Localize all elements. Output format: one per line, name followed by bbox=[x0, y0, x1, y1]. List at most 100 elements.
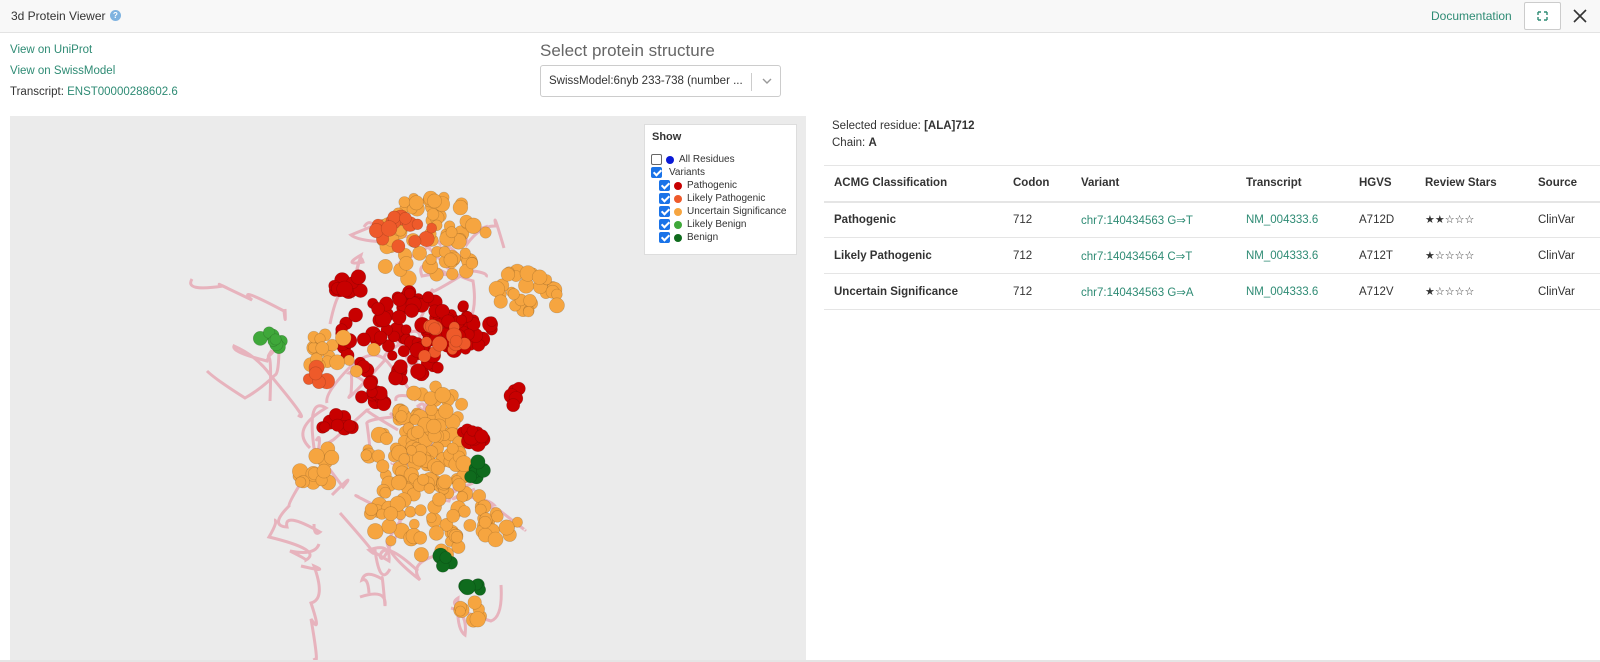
variants-checkbox[interactable] bbox=[651, 167, 662, 178]
residue-sphere[interactable] bbox=[432, 492, 447, 507]
legend-item-likely-pathogenic[interactable]: Likely Pathogenic bbox=[659, 192, 765, 205]
residue-sphere[interactable] bbox=[455, 397, 469, 411]
residue-sphere[interactable] bbox=[446, 442, 459, 455]
residue-sphere[interactable] bbox=[269, 333, 282, 346]
residue-sphere[interactable] bbox=[412, 245, 427, 261]
residue-sphere[interactable] bbox=[438, 403, 454, 419]
residue-sphere[interactable] bbox=[386, 350, 398, 361]
legend-item-benign[interactable]: Benign bbox=[659, 231, 718, 244]
residue-sphere[interactable] bbox=[467, 595, 482, 610]
residue-sphere[interactable] bbox=[342, 419, 356, 433]
residue-sphere[interactable] bbox=[426, 222, 437, 234]
residue-sphere[interactable] bbox=[363, 376, 378, 391]
view-on-uniprot-link[interactable]: View on UniProt bbox=[10, 44, 93, 56]
likely-pathogenic-checkbox[interactable] bbox=[659, 193, 670, 204]
header-codon[interactable]: Codon bbox=[1003, 165, 1071, 203]
residue-sphere[interactable] bbox=[360, 449, 373, 462]
residue-sphere[interactable] bbox=[474, 429, 489, 444]
residue-sphere[interactable] bbox=[404, 505, 417, 518]
residue-sphere[interactable] bbox=[408, 518, 420, 530]
documentation-link[interactable]: Documentation bbox=[1431, 9, 1512, 23]
residue-sphere[interactable] bbox=[324, 450, 340, 466]
legend-item-variants[interactable]: Variants bbox=[651, 166, 705, 179]
residue-sphere[interactable] bbox=[380, 220, 398, 237]
uncertain-significance-checkbox[interactable] bbox=[659, 206, 670, 217]
residue-sphere[interactable] bbox=[356, 332, 371, 347]
table-row[interactable]: Likely Pathogenic 712 chr7:140434564 C⇒T… bbox=[824, 237, 1600, 274]
residue-sphere[interactable] bbox=[523, 293, 537, 308]
residue-sphere[interactable] bbox=[439, 551, 453, 564]
residue-sphere[interactable] bbox=[348, 307, 363, 323]
table-row[interactable]: Pathogenic 712 chr7:140434563 G⇒T NM_004… bbox=[824, 201, 1600, 238]
residue-sphere[interactable] bbox=[295, 476, 307, 488]
residue-sphere[interactable] bbox=[434, 386, 451, 404]
residue-sphere[interactable] bbox=[319, 421, 331, 433]
likely-benign-checkbox[interactable] bbox=[659, 219, 670, 230]
residue-sphere[interactable] bbox=[478, 515, 492, 529]
residue-sphere[interactable] bbox=[404, 287, 416, 299]
residue-sphere[interactable] bbox=[464, 470, 477, 484]
residue-sphere[interactable] bbox=[457, 300, 470, 312]
residue-sphere[interactable] bbox=[425, 253, 437, 266]
transcript-link[interactable]: NM_004333.6 bbox=[1246, 249, 1319, 262]
structure-select[interactable]: SwissModel:6nyb 233-738 (number ... bbox=[540, 65, 781, 97]
residue-sphere[interactable] bbox=[452, 199, 469, 216]
residue-sphere[interactable] bbox=[413, 531, 428, 545]
residue-sphere[interactable] bbox=[428, 322, 441, 335]
residue-sphere[interactable] bbox=[371, 302, 385, 316]
pathogenic-checkbox[interactable] bbox=[659, 180, 670, 191]
residue-sphere[interactable] bbox=[437, 474, 453, 489]
residue-sphere[interactable] bbox=[349, 364, 363, 378]
legend-item-likely-benign[interactable]: Likely Benign bbox=[659, 218, 746, 231]
residue-sphere[interactable] bbox=[391, 474, 407, 491]
residue-sphere[interactable] bbox=[507, 288, 520, 301]
residue-sphere[interactable] bbox=[335, 329, 352, 347]
residue-sphere[interactable] bbox=[398, 196, 411, 208]
header-variant[interactable]: Variant bbox=[1071, 165, 1236, 203]
residue-sphere[interactable] bbox=[397, 345, 410, 358]
residue-sphere[interactable] bbox=[388, 330, 401, 343]
residue-sphere[interactable] bbox=[355, 390, 369, 404]
residue-sphere[interactable] bbox=[315, 341, 330, 355]
residue-sphere[interactable] bbox=[459, 247, 471, 259]
residue-sphere[interactable] bbox=[426, 208, 440, 221]
residue-sphere[interactable] bbox=[330, 418, 344, 432]
residue-sphere[interactable] bbox=[491, 510, 504, 523]
residue-sphere[interactable] bbox=[385, 535, 397, 547]
residue-sphere[interactable] bbox=[392, 292, 407, 307]
residue-sphere[interactable] bbox=[367, 523, 384, 540]
residue-sphere[interactable] bbox=[417, 473, 430, 486]
residue-sphere[interactable] bbox=[487, 531, 504, 548]
residue-sphere[interactable] bbox=[458, 505, 471, 518]
residue-sphere[interactable] bbox=[343, 354, 355, 366]
residue-sphere[interactable] bbox=[456, 314, 467, 326]
protein-structure-render[interactable] bbox=[10, 116, 806, 662]
residue-sphere[interactable] bbox=[500, 267, 516, 282]
residue-sphere[interactable] bbox=[406, 385, 422, 401]
variant-link[interactable]: chr7:140434564 C⇒T bbox=[1081, 250, 1193, 263]
variant-link[interactable]: chr7:140434563 G⇒T bbox=[1081, 214, 1193, 227]
header-hgvs[interactable]: HGVS bbox=[1349, 165, 1415, 203]
residue-sphere[interactable] bbox=[398, 256, 414, 271]
residue-sphere[interactable] bbox=[469, 611, 486, 628]
residue-sphere[interactable] bbox=[522, 306, 535, 318]
residue-sphere[interactable] bbox=[408, 195, 424, 211]
residue-sphere[interactable] bbox=[493, 294, 508, 309]
residue-sphere[interactable] bbox=[350, 269, 367, 285]
residue-sphere[interactable] bbox=[400, 324, 412, 335]
benign-checkbox[interactable] bbox=[659, 232, 670, 243]
all-residues-checkbox[interactable] bbox=[651, 154, 662, 165]
view-on-swissmodel-link[interactable]: View on SwissModel bbox=[10, 65, 116, 77]
residue-sphere[interactable] bbox=[308, 448, 325, 465]
residue-sphere[interactable] bbox=[446, 267, 459, 281]
residue-sphere[interactable] bbox=[383, 506, 398, 521]
residue-sphere[interactable] bbox=[486, 316, 498, 327]
residue-sphere[interactable] bbox=[463, 518, 477, 532]
residue-sphere[interactable] bbox=[445, 226, 458, 239]
residue-sphere[interactable] bbox=[420, 336, 432, 348]
residue-sphere[interactable] bbox=[454, 605, 466, 617]
fullscreen-button[interactable] bbox=[1524, 2, 1561, 30]
residue-sphere[interactable] bbox=[427, 193, 442, 209]
residue-sphere[interactable] bbox=[465, 217, 482, 235]
residue-sphere[interactable] bbox=[393, 359, 408, 374]
